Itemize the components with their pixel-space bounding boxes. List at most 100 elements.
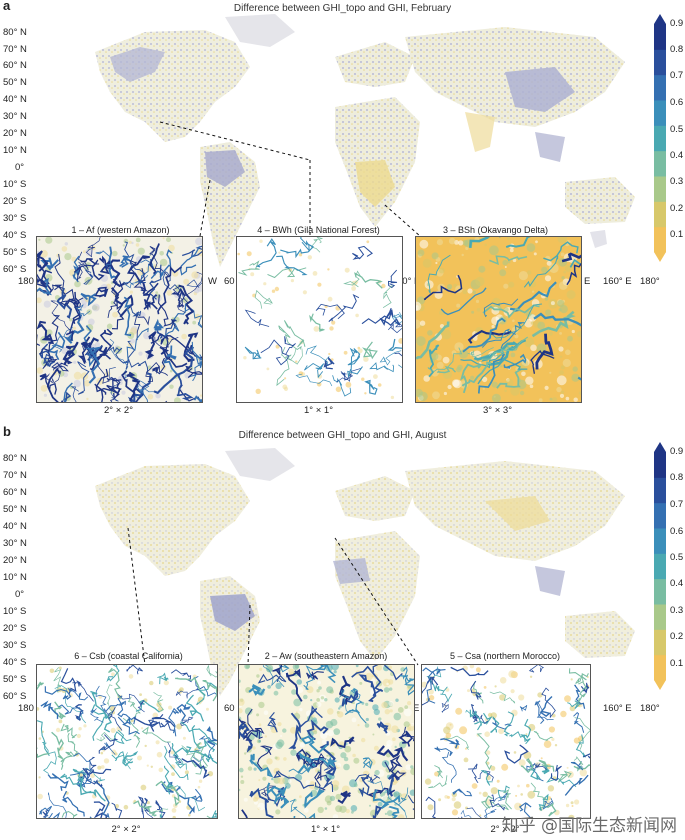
river-line: [202, 679, 217, 702]
lat-tick: 50° N: [3, 504, 27, 515]
river-line: [107, 376, 121, 402]
river-line: [481, 328, 516, 348]
river-line: [341, 690, 359, 707]
river-line: [141, 805, 145, 818]
river-line: [167, 741, 182, 764]
river-line: [520, 758, 534, 774]
lat-tick: 40° N: [3, 94, 27, 105]
river-line: [91, 704, 109, 741]
river-line: [489, 255, 528, 266]
colorbar-band: [654, 150, 666, 177]
river-line: [135, 699, 160, 713]
chart-title: Difference between GHI_topo and GHI, Aug…: [238, 430, 447, 441]
river-line: [561, 252, 581, 263]
inset-map: [36, 236, 203, 403]
river-line: [337, 790, 351, 804]
river-line: [505, 237, 531, 249]
colorbar-tick: 0.6: [670, 97, 684, 108]
lon-tick: 180°: [640, 703, 660, 714]
river-line: [80, 292, 97, 307]
river-line: [303, 665, 320, 690]
river-line: [37, 250, 49, 272]
river-line: [39, 373, 57, 395]
colorbar-tick: 0.2: [670, 203, 684, 214]
river-line: [434, 765, 444, 779]
river-line: [504, 744, 529, 764]
colorbar-band: [654, 201, 666, 228]
river-line: [210, 810, 217, 818]
river-line: [422, 681, 431, 706]
river-line: [276, 346, 290, 387]
river-line: [179, 716, 194, 727]
river-line: [530, 350, 555, 374]
river-line: [538, 759, 555, 772]
lon-tick: 180: [18, 703, 34, 714]
river-line: [502, 789, 512, 810]
river-line: [574, 684, 586, 709]
river-line: [37, 681, 44, 691]
river-line: [40, 257, 59, 271]
river-line: [99, 328, 113, 360]
colorbar-tick: 0.8: [670, 44, 684, 55]
river-line: [379, 307, 401, 327]
river-line: [181, 758, 210, 779]
river-line: [44, 686, 72, 700]
colorbar-band: [654, 49, 666, 76]
river-line: [482, 304, 540, 319]
river-line: [481, 795, 493, 809]
river-line: [106, 259, 125, 288]
river-line: [550, 764, 562, 782]
lon-tick: 180: [18, 276, 34, 287]
river-line: [144, 331, 157, 360]
river-line: [509, 731, 531, 745]
river-line: [37, 334, 41, 346]
river-line: [573, 756, 584, 772]
river-line: [151, 357, 166, 375]
river-line: [206, 682, 217, 689]
river-line: [191, 341, 202, 367]
inset-scale: 3° × 3°: [483, 405, 512, 416]
river-line: [472, 711, 489, 724]
river-line: [163, 345, 181, 378]
river-line: [441, 751, 457, 783]
inset-title: 6 – Csb (coastal California): [74, 651, 183, 661]
river-line: [535, 333, 554, 370]
lon-tick: 160° E: [603, 703, 632, 714]
river-line: [89, 353, 121, 389]
lat-tick: 20° N: [3, 555, 27, 566]
river-line: [429, 679, 445, 692]
river-line: [394, 352, 402, 357]
river-line: [37, 277, 52, 296]
river-line: [180, 245, 201, 276]
river-line: [496, 368, 522, 389]
lat-tick: 0°: [15, 589, 25, 600]
river-line: [309, 313, 326, 332]
river-line: [159, 346, 188, 368]
colorbar-tick: 0.1: [670, 229, 684, 240]
river-line: [481, 800, 509, 811]
river-line: [153, 346, 194, 395]
river-line: [388, 322, 402, 334]
river-line: [163, 765, 174, 795]
river-line: [50, 300, 74, 332]
river-line: [37, 747, 50, 758]
river-line: [142, 282, 159, 310]
inset-map: [421, 664, 591, 819]
river-line: [304, 788, 325, 809]
river-line: [43, 353, 56, 367]
inset-scale: 2° × 2°: [490, 824, 520, 835]
river-line: [543, 241, 579, 262]
lat-tick: 70° N: [3, 470, 27, 481]
river-line: [42, 742, 57, 774]
lat-tick: 40° S: [3, 657, 27, 668]
lat-tick: 10° S: [3, 606, 27, 617]
river-line: [362, 757, 373, 770]
river-line: [426, 671, 436, 704]
river-line: [401, 726, 414, 742]
inset-title: 5 – Csa (northern Morocco): [449, 651, 561, 661]
lat-tick: 50° N: [3, 77, 27, 88]
river-line: [536, 701, 554, 721]
river-line: [67, 732, 79, 757]
river-line: [484, 806, 497, 818]
river-line: [518, 802, 532, 818]
